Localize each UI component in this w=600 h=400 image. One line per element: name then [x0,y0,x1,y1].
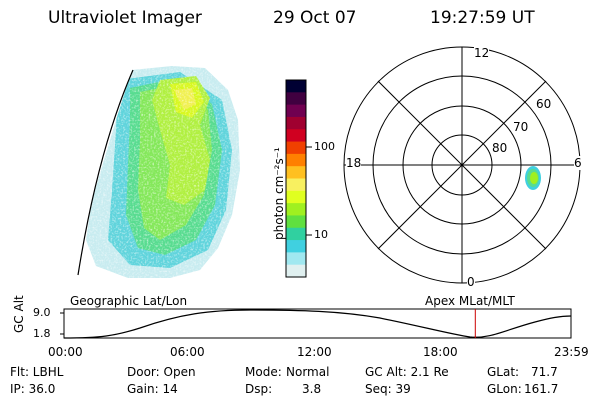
timeline-xtick-1800: 18:00 [423,345,458,359]
mode-label: Mode: [245,365,282,379]
instrument-title: Ultraviolet Imager [48,8,202,28]
lat-label-70: 70 [513,120,529,134]
gc-alt-value: GC Alt: 2.1 Re [365,365,449,379]
colorbar-tick-100: 100 [314,140,335,153]
timeline-xtick-0600: 06:00 [170,345,205,359]
colorbar-segment [286,203,306,217]
header-time: 19:27:59 UT [430,8,535,28]
lat-label-80: 80 [492,141,508,155]
mlt-label-6: 6 [574,156,582,170]
colorbar-segment [286,141,306,155]
colorbar-tick-10: 10 [314,228,328,241]
colorbar-segment [286,129,306,143]
mode-value: Normal [286,365,330,379]
glat-value: 71.7 [531,365,558,379]
timeline-left-label: Geographic Lat/Lon [70,294,188,308]
filter-value: Flt: LBHL [10,365,64,379]
mlt-label-18: 18 [346,156,362,170]
mlt-label-0: 0 [467,275,475,289]
timeline-ylabel: GC Alt [12,295,26,333]
colorbar-segment [286,116,306,130]
colorbar-segment [286,240,306,253]
colorbar-segment [286,252,306,266]
timeline-xtick-2359: 23:59 [554,345,589,359]
timeline-ytick-low: 1.8 [33,327,51,340]
glat-label: GLat: [487,365,520,379]
limb-arc [77,69,134,276]
timeline-ytick-high: 9.0 [33,306,51,319]
colorbar-segment [286,153,306,167]
colorbar-segment [286,178,306,192]
colorbar-segment [286,215,306,229]
seq-value: Seq: 39 [365,382,411,396]
header-date: 29 Oct 07 [273,8,357,28]
timeline-xtick-0000: 00:00 [48,345,83,359]
colorbar-segment [286,190,306,204]
colorbar-segment [286,80,306,93]
timeline-frame [63,308,572,339]
colorbar-segment [286,104,306,118]
door-value: Door: Open [127,365,196,379]
dsp-value: 3.8 [302,382,322,396]
colorbar-segment [286,227,306,241]
timeline-right-label: Apex MLat/MLT [425,294,515,308]
altitude-curve [63,309,572,339]
colorbar-segment [286,264,306,278]
timeline-xtick-1200: 12:00 [297,345,332,359]
glon-label: GLon: [487,382,522,396]
colorbar-segment [286,92,306,106]
mlt-label-12: 12 [474,46,490,60]
ip-value: IP: 36.0 [10,382,56,396]
dsp-label: Dsp: [245,382,273,396]
gain-value: Gain: 14 [127,382,178,396]
colorbar-segment [286,166,306,180]
polar-auroral-spot [525,166,541,190]
lat-label-60: 60 [536,97,552,111]
glon-value: 161.7 [524,382,559,396]
